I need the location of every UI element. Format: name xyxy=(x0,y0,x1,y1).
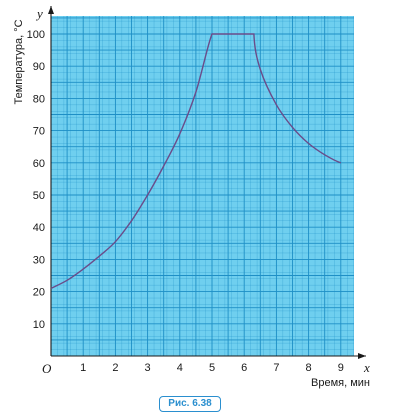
y-tick-label: 20 xyxy=(33,287,45,299)
x-tick-label: 5 xyxy=(209,362,215,374)
y-axis-title: Температура, °C xyxy=(13,19,25,104)
x-axis-arrow xyxy=(358,353,366,359)
y-tick-label: 40 xyxy=(33,222,45,234)
y-axis-variable: y xyxy=(35,6,43,21)
axes xyxy=(48,6,366,359)
x-tick-label: 9 xyxy=(338,362,344,374)
y-tick-labels: 10 20 30 40 50 60 70 80 90 100 xyxy=(27,29,45,331)
y-tick-label: 80 xyxy=(33,93,45,105)
x-tick-label: 2 xyxy=(112,362,118,374)
x-tick-label: 7 xyxy=(273,362,279,374)
x-tick-labels: 1 2 3 4 5 6 7 8 9 xyxy=(80,362,344,374)
x-tick-label: 1 xyxy=(80,362,86,374)
x-axis-title: Время, мин xyxy=(311,377,370,389)
x-tick-label: 6 xyxy=(241,362,247,374)
origin-label: O xyxy=(42,361,52,376)
y-tick-label: 10 xyxy=(33,319,45,331)
y-tick-label: 60 xyxy=(33,158,45,170)
figure-caption: Рис. 6.38 xyxy=(159,396,221,412)
x-tick-label: 3 xyxy=(145,362,151,374)
temperature-curve xyxy=(50,33,342,290)
y-tick-label: 90 xyxy=(33,61,45,73)
y-tick-label: 30 xyxy=(33,254,45,266)
x-tick-label: 8 xyxy=(306,362,312,374)
grid-major xyxy=(51,16,354,356)
x-tick-label: 4 xyxy=(177,362,183,374)
y-axis-arrow xyxy=(48,6,54,14)
y-tick-label: 100 xyxy=(27,29,45,41)
y-tick-label: 70 xyxy=(33,126,45,138)
y-tick-label: 50 xyxy=(33,190,45,202)
x-axis-variable: x xyxy=(363,360,370,375)
